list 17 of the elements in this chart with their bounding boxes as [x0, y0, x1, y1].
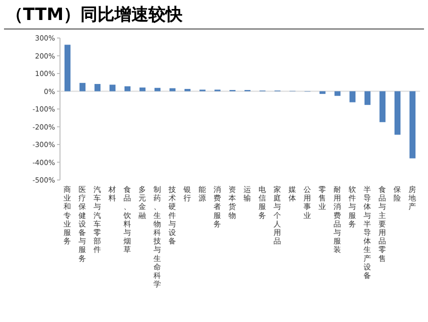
- bar: [94, 84, 100, 92]
- bar: [64, 44, 70, 92]
- bar: [364, 91, 370, 105]
- bar: [110, 84, 116, 92]
- bar: [170, 88, 176, 92]
- bar: [394, 91, 400, 135]
- bar: [140, 88, 146, 92]
- chart-title: （TTM）同比增速较快: [6, 5, 184, 25]
- bar: [80, 82, 86, 92]
- bar: [184, 88, 190, 92]
- bar: [410, 91, 416, 158]
- bar: [350, 91, 356, 102]
- bar: [320, 91, 326, 94]
- bar: [124, 86, 130, 92]
- bar: [334, 91, 340, 96]
- bar: [154, 88, 160, 92]
- bar: [380, 91, 386, 122]
